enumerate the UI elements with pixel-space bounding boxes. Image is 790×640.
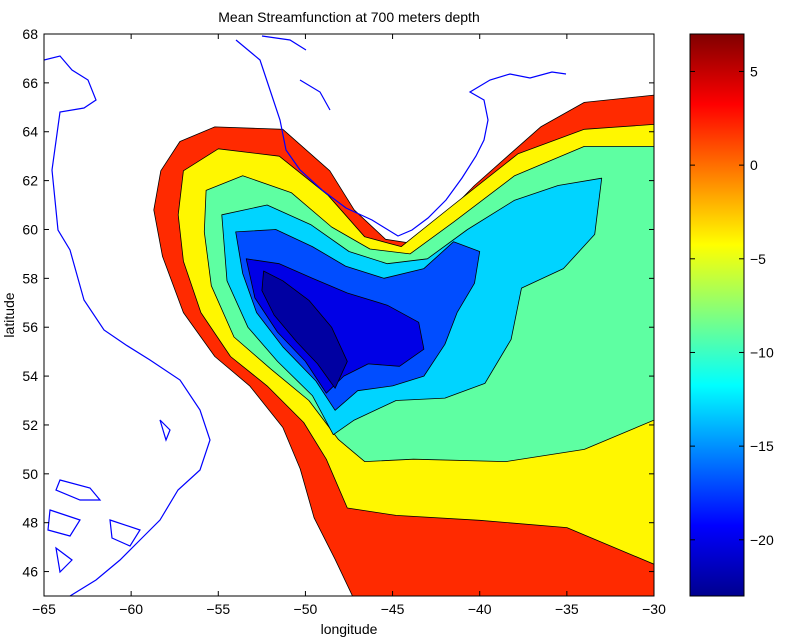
x-tick-label-5: −40 <box>468 601 492 617</box>
coastline-greenland <box>235 35 567 237</box>
y-tick-label-10: 66 <box>22 75 38 91</box>
colorbar: 5 0 −5 −10 −15 −20 <box>689 33 774 597</box>
colorbar-tick-label-1: 0 <box>750 157 758 173</box>
contour-region-6 <box>261 270 348 389</box>
plot-frame <box>43 33 655 597</box>
y-tick-label-1: 48 <box>22 515 38 531</box>
y-axis-label: latitude <box>1 292 17 337</box>
chart-title: Mean Streamfunction at 700 meters depth <box>218 9 479 25</box>
x-tick-label-3: −50 <box>294 601 318 617</box>
colorbar-tick-label-4: −15 <box>750 438 774 454</box>
colorbar-tick-label-3: −10 <box>750 344 774 360</box>
x-tick-label-6: −35 <box>555 601 579 617</box>
x-tick-label-2: −55 <box>206 601 230 617</box>
colorbar-gradient <box>690 34 744 596</box>
y-tick-label-9: 64 <box>22 124 38 140</box>
y-tick-label-8: 62 <box>22 173 38 189</box>
y-tick-label-7: 60 <box>22 221 38 237</box>
y-tick-label-5: 56 <box>22 319 38 335</box>
x-tick-label-7: −30 <box>642 601 666 617</box>
y-tick-label-11: 68 <box>22 26 38 42</box>
y-axis-ticks: 46 48 50 52 54 56 58 60 62 64 66 68 <box>22 26 654 580</box>
x-axis-label: longitude <box>321 621 378 637</box>
y-tick-label-4: 54 <box>22 368 38 384</box>
x-tick-label-1: −60 <box>119 601 143 617</box>
contour-regions <box>153 94 654 596</box>
colorbar-frame <box>689 33 745 597</box>
plot-area <box>44 35 654 596</box>
coastline-labrador <box>44 55 211 596</box>
colorbar-tick-label-5: −20 <box>750 532 774 548</box>
x-tick-label-4: −45 <box>381 601 405 617</box>
y-tick-label-2: 50 <box>22 466 38 482</box>
y-tick-label-6: 58 <box>22 270 38 286</box>
x-axis-ticks: −65 −60 −55 −50 −45 −40 −35 −30 <box>32 34 666 617</box>
y-tick-label-3: 52 <box>22 417 38 433</box>
colorbar-ticks: 5 0 −5 −10 −15 −20 <box>690 63 774 548</box>
colorbar-tick-label-0: 5 <box>750 63 758 79</box>
colorbar-tick-label-2: −5 <box>750 251 766 267</box>
x-tick-label-0: −65 <box>32 601 56 617</box>
y-tick-label-0: 46 <box>22 564 38 580</box>
